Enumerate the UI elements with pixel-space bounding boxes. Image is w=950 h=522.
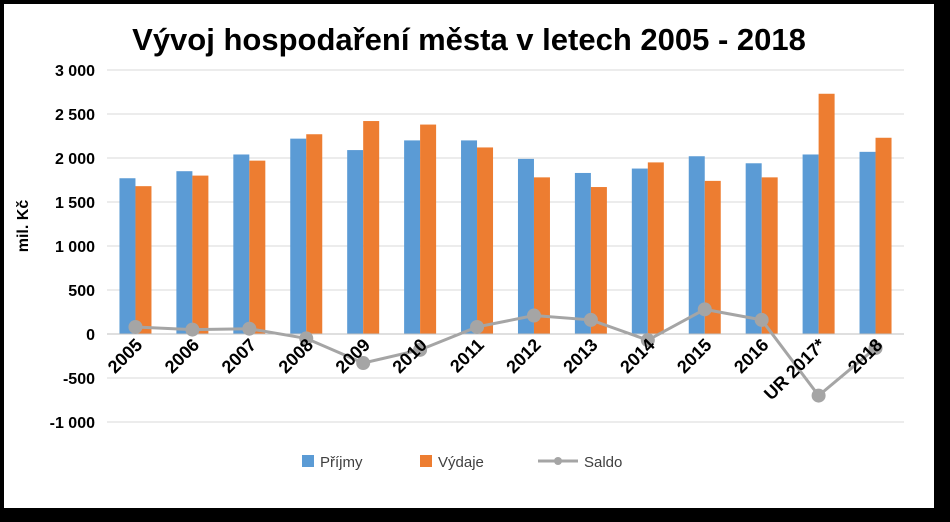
bar-v-daje-12 — [818, 93, 835, 334]
y-tick-label: 3 000 — [55, 63, 95, 80]
saldo-point-12 — [811, 388, 826, 403]
saldo-point-11 — [754, 312, 769, 327]
bar-v-daje-3 — [306, 134, 323, 334]
bar-v-daje-0 — [135, 186, 152, 334]
chart-title: Vývoj hospodaření města v letech 2005 - … — [132, 22, 806, 57]
saldo-point-2 — [242, 321, 257, 336]
y-tick-label: 1 500 — [55, 195, 95, 212]
bar-p-jmy-1 — [176, 171, 193, 334]
saldo-point-7 — [526, 308, 541, 323]
bar-v-daje-10 — [704, 180, 721, 334]
bar-v-daje-4 — [363, 121, 380, 334]
y-tick-label: 2 000 — [55, 151, 95, 168]
x-tick-label: 2006 — [161, 335, 203, 377]
x-tick-label: 2013 — [559, 335, 601, 377]
bar-p-jmy-2 — [233, 154, 250, 334]
x-tick-label: 2007 — [218, 335, 260, 377]
x-tick-label: 2016 — [730, 335, 772, 377]
bar-p-jmy-7 — [517, 158, 534, 334]
bar-p-jmy-8 — [574, 172, 591, 334]
x-tick-label: 2005 — [104, 335, 146, 377]
bar-v-daje-13 — [875, 137, 892, 334]
saldo-point-1 — [185, 322, 200, 337]
bar-v-daje-1 — [192, 175, 209, 334]
legend-label-2: Saldo — [584, 454, 622, 471]
bar-v-daje-8 — [590, 187, 607, 334]
saldo-line — [135, 307, 877, 398]
legend-label-0: Příjmy — [320, 454, 363, 471]
legend-swatch-1 — [420, 455, 432, 467]
y-tick-label: -1 000 — [50, 415, 95, 432]
x-tick-label: 2010 — [388, 335, 430, 377]
y-tick-label: 2 500 — [55, 107, 95, 124]
saldo-point-10 — [697, 302, 712, 317]
y-tick-label: 500 — [68, 283, 95, 300]
x-tick-label: 2015 — [673, 335, 715, 377]
bar-p-jmy-12 — [802, 154, 819, 334]
bar-p-jmy-3 — [290, 138, 307, 334]
chart-svg: -1 000 -500 0 500 1 000 1 500 2 000 2 500 3 000 m… — [15, 63, 904, 471]
x-tick-label: 2011 — [446, 335, 488, 377]
legend-label-1: Výdaje — [438, 454, 484, 471]
legend-marker-2 — [554, 457, 562, 465]
saldo-point-8 — [583, 312, 598, 327]
bar-v-daje-5 — [420, 124, 437, 334]
saldo-point-9 — [640, 333, 655, 348]
bar-p-jmy-5 — [404, 140, 421, 334]
y-axis-label: mil. Kč — [15, 200, 32, 253]
saldo-point-3 — [299, 331, 314, 346]
y-tick-label: 1 000 — [55, 239, 95, 256]
legend-swatch-0 — [302, 455, 314, 467]
saldo-point-13 — [868, 341, 883, 356]
saldo-point-0 — [128, 319, 143, 334]
bar-p-jmy-6 — [461, 140, 478, 334]
bar-v-daje-6 — [477, 147, 494, 334]
bar-p-jmy-11 — [745, 163, 762, 334]
bar-v-daje-9 — [647, 162, 664, 334]
chart-panel: Vývoj hospodaření města v letech 2005 - … — [4, 4, 934, 508]
x-tick-label: 2009 — [332, 335, 374, 377]
bar-p-jmy-0 — [119, 178, 136, 334]
bar-p-jmy-10 — [688, 156, 705, 334]
x-tick-label: 2012 — [502, 335, 544, 377]
saldo-point-4 — [356, 356, 371, 371]
saldo-point-6 — [470, 319, 485, 334]
y-tick-label: -500 — [63, 371, 95, 388]
bar-p-jmy-13 — [859, 151, 876, 334]
bar-p-jmy-4 — [347, 150, 364, 334]
bar-v-daje-2 — [249, 160, 266, 334]
y-tick-label: 0 — [86, 327, 95, 344]
bar-v-daje-7 — [533, 177, 550, 334]
bar-p-jmy-9 — [631, 168, 648, 334]
bar-v-daje-11 — [761, 177, 778, 334]
saldo-point-5 — [413, 342, 428, 357]
